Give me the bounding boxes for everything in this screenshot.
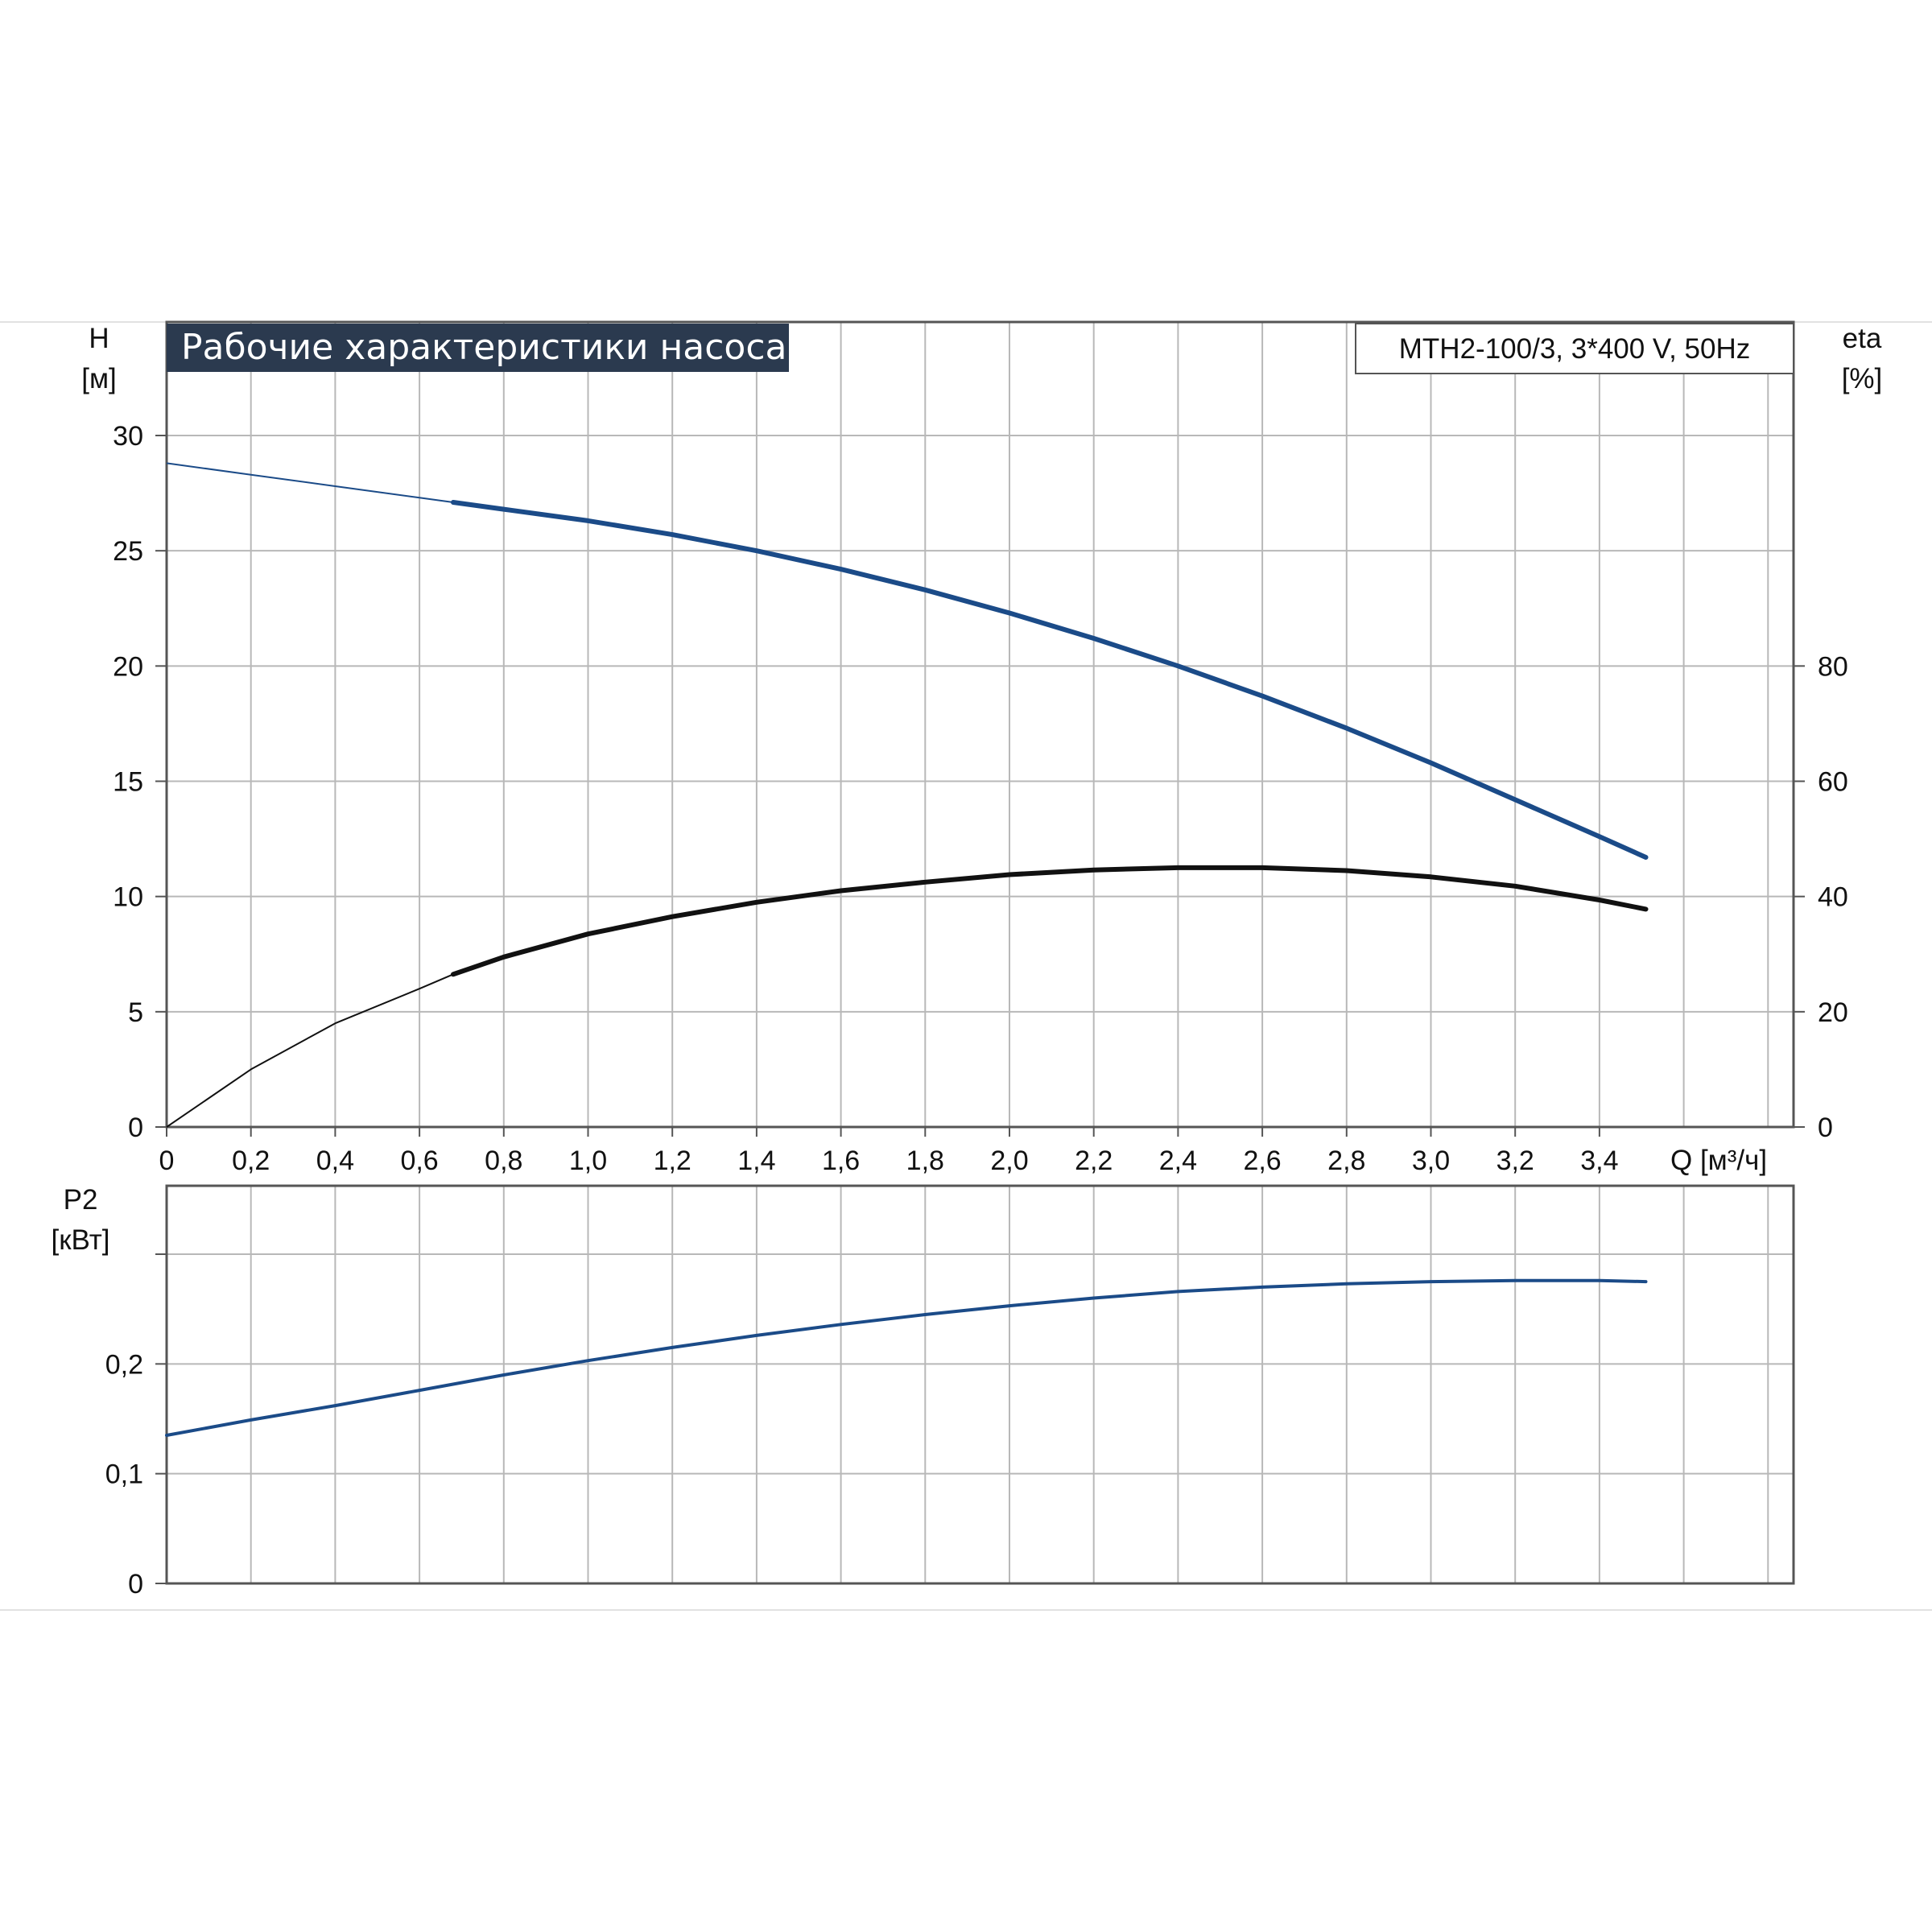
x-tick-label: 3,0 <box>1412 1146 1450 1176</box>
model-label-box <box>1355 323 1794 374</box>
eta-tick-label: 80 <box>1818 651 1848 682</box>
series-eta-line <box>451 865 1649 977</box>
h-tick-label: 30 <box>113 421 143 452</box>
x-tick-label: 1,4 <box>737 1146 775 1176</box>
h-axis-unit: [м] <box>81 363 117 394</box>
eta-tick-label: 0 <box>1818 1113 1833 1143</box>
x-tick-label: 0,4 <box>316 1146 354 1176</box>
top-panel-series <box>166 462 1649 1128</box>
x-tick-label: 2,6 <box>1243 1146 1281 1176</box>
top-left-axis: 0 5 10 15 20 25 30 <box>113 421 167 1143</box>
series-eta-thin <box>166 973 454 1128</box>
eta-tick-label: 20 <box>1818 997 1848 1028</box>
x-tick-label: 1,0 <box>569 1146 607 1176</box>
x-tick-label: 1,6 <box>822 1146 860 1176</box>
x-tick-label: 0,6 <box>400 1146 438 1176</box>
x-tick-label: 1,8 <box>906 1146 944 1176</box>
bottom-panel-frame <box>165 1184 1795 1585</box>
chart-title: Рабочие характеристики насоса <box>181 327 786 368</box>
bottom-left-axis: 0 0,1 0,2 <box>105 1253 167 1600</box>
x-tick-label: 2,2 <box>1075 1146 1113 1176</box>
h-tick-label: 25 <box>113 536 143 567</box>
series-H-line <box>451 500 1649 860</box>
x-tick-label: 3,4 <box>1580 1146 1618 1176</box>
x-tick-label: 2,8 <box>1327 1146 1365 1176</box>
model-label: MTH2-100/3, 3*400 V, 50Hz <box>1399 333 1750 365</box>
h-tick-label: 20 <box>113 651 143 682</box>
top-panel-frame <box>165 320 1795 1129</box>
h-tick-label: 10 <box>113 882 143 913</box>
x-tick-label: 0,2 <box>232 1146 270 1176</box>
top-right-axis: 0 20 40 60 80 <box>1794 651 1848 1143</box>
p2-axis-label: P2 <box>64 1184 98 1216</box>
top-panel-grid <box>166 322 1794 1128</box>
top-x-axis: 0 0,2 0,4 0,6 0,8 1,0 1,2 1,4 1,6 1,8 2,0 2,2 2,4 2,6… <box>159 1127 1619 1176</box>
h-axis-label: H <box>89 323 109 354</box>
q-axis-label: Q [м³/ч] <box>1670 1145 1767 1176</box>
eta-tick-label: 60 <box>1818 767 1848 798</box>
x-tick-label: 3,2 <box>1496 1146 1534 1176</box>
h-tick-label: 5 <box>128 997 143 1028</box>
bottom-panel-grid <box>166 1186 1794 1584</box>
chart-title-box <box>167 324 789 372</box>
eta-axis-label: eta <box>1843 323 1882 354</box>
p2-tick-label: 0,1 <box>105 1459 143 1490</box>
h-tick-label: 0 <box>128 1113 143 1143</box>
x-tick-label: 1,2 <box>654 1146 691 1176</box>
x-tick-label: 0 <box>159 1146 175 1176</box>
series-P2-line <box>165 1278 1648 1437</box>
bottom-panel-series <box>165 1278 1648 1437</box>
series-H-thin <box>166 462 454 503</box>
p2-tick-label: 0,2 <box>105 1349 143 1380</box>
eta-tick-label: 40 <box>1818 882 1848 913</box>
x-tick-label: 2,0 <box>990 1146 1028 1176</box>
p2-tick-label: 0 <box>128 1569 143 1600</box>
x-tick-label: 0,8 <box>485 1146 522 1176</box>
eta-axis-unit: [%] <box>1842 363 1883 394</box>
x-tick-label: 2,4 <box>1159 1146 1197 1176</box>
p2-axis-unit: [кВт] <box>52 1224 110 1256</box>
h-tick-label: 15 <box>113 767 143 798</box>
